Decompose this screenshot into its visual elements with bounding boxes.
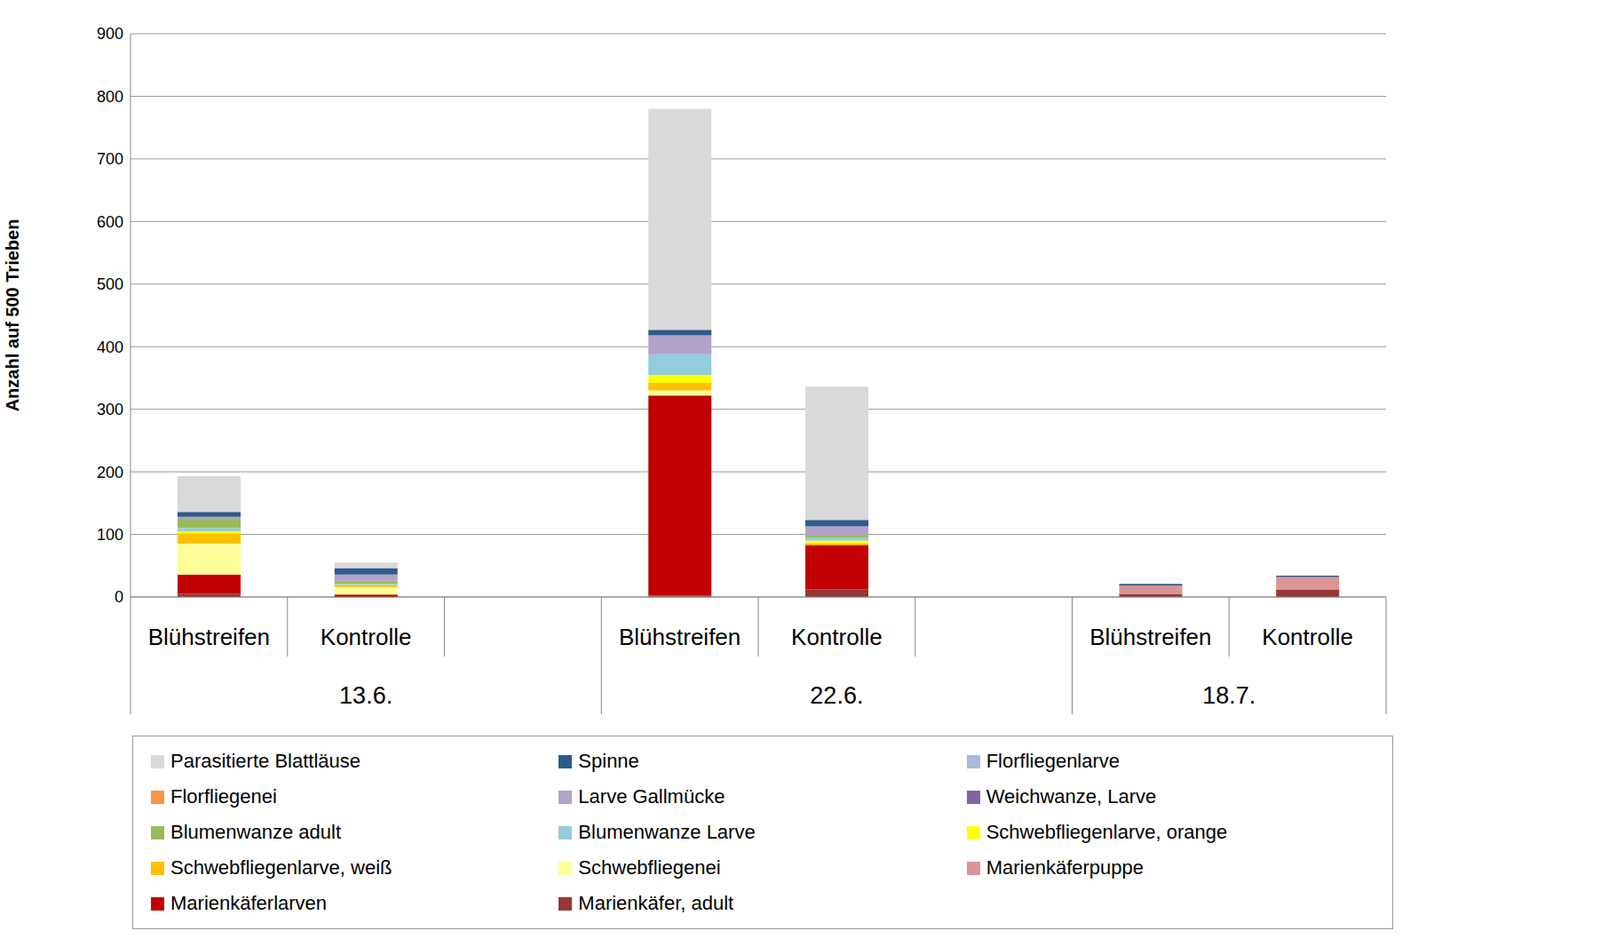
html-text:Schwebfliegenlarve, weiß: Schwebfliegenlarve, weiß — [170, 855, 393, 879]
html-text:Larve Gallmücke: Larve Gallmücke — [578, 784, 725, 808]
svg-text:Blühstreifen: Blühstreifen — [1089, 623, 1212, 650]
svg-text:100: 100 — [96, 525, 124, 544]
html-text:Blumenwanze adult: Blumenwanze adult — [170, 820, 341, 843]
html-text:Florfliegenlarve: Florfliegenlarve — [986, 749, 1120, 772]
svg-text:13.6.: 13.6. — [339, 681, 393, 709]
html-text:Spinne: Spinne — [578, 749, 640, 772]
svg-text:Kontrolle: Kontrolle — [791, 623, 883, 650]
svg-text:200: 200 — [96, 463, 124, 482]
svg-text:400: 400 — [96, 338, 124, 357]
html-text:Marienkäfer, adult: Marienkäfer, adult — [578, 891, 734, 914]
svg-text:600: 600 — [96, 213, 124, 231]
svg-text:0: 0 — [114, 587, 124, 606]
svg-text:Kontrolle: Kontrolle — [1261, 623, 1354, 650]
svg-text:Blühstreifen: Blühstreifen — [618, 623, 741, 650]
svg-text:900: 900 — [96, 24, 124, 43]
svg-text:18.7.: 18.7. — [1202, 681, 1256, 709]
html-text:Parasitierte Blattläuse: Parasitierte Blattläuse — [170, 749, 361, 772]
html-text:Florfliegenei: Florfliegenei — [170, 784, 277, 808]
svg-text:Blühstreifen: Blühstreifen — [148, 623, 270, 650]
html-text:Blumenwanze Larve: Blumenwanze Larve — [578, 820, 756, 843]
svg-text:500: 500 — [96, 275, 124, 294]
svg-text:800: 800 — [96, 87, 124, 106]
svg-text:Anzahl auf 500 Trieben: Anzahl auf 500 Trieben — [2, 219, 23, 412]
svg-text:300: 300 — [96, 400, 124, 419]
html-text:Marienkäferpuppe: Marienkäferpuppe — [986, 855, 1144, 879]
svg-text:22.6.: 22.6. — [809, 681, 864, 709]
html-text:Weichwanze, Larve: Weichwanze, Larve — [986, 784, 1157, 808]
html-text:Schwebfliegenlarve, orange: Schwebfliegenlarve, orange — [986, 820, 1228, 843]
html-text:Marienkäferlarven: Marienkäferlarven — [170, 891, 327, 914]
svg-text:Kontrolle: Kontrolle — [320, 623, 412, 650]
html-text:Schwebfliegenei: Schwebfliegenei — [578, 855, 721, 879]
svg-text:700: 700 — [96, 150, 124, 168]
